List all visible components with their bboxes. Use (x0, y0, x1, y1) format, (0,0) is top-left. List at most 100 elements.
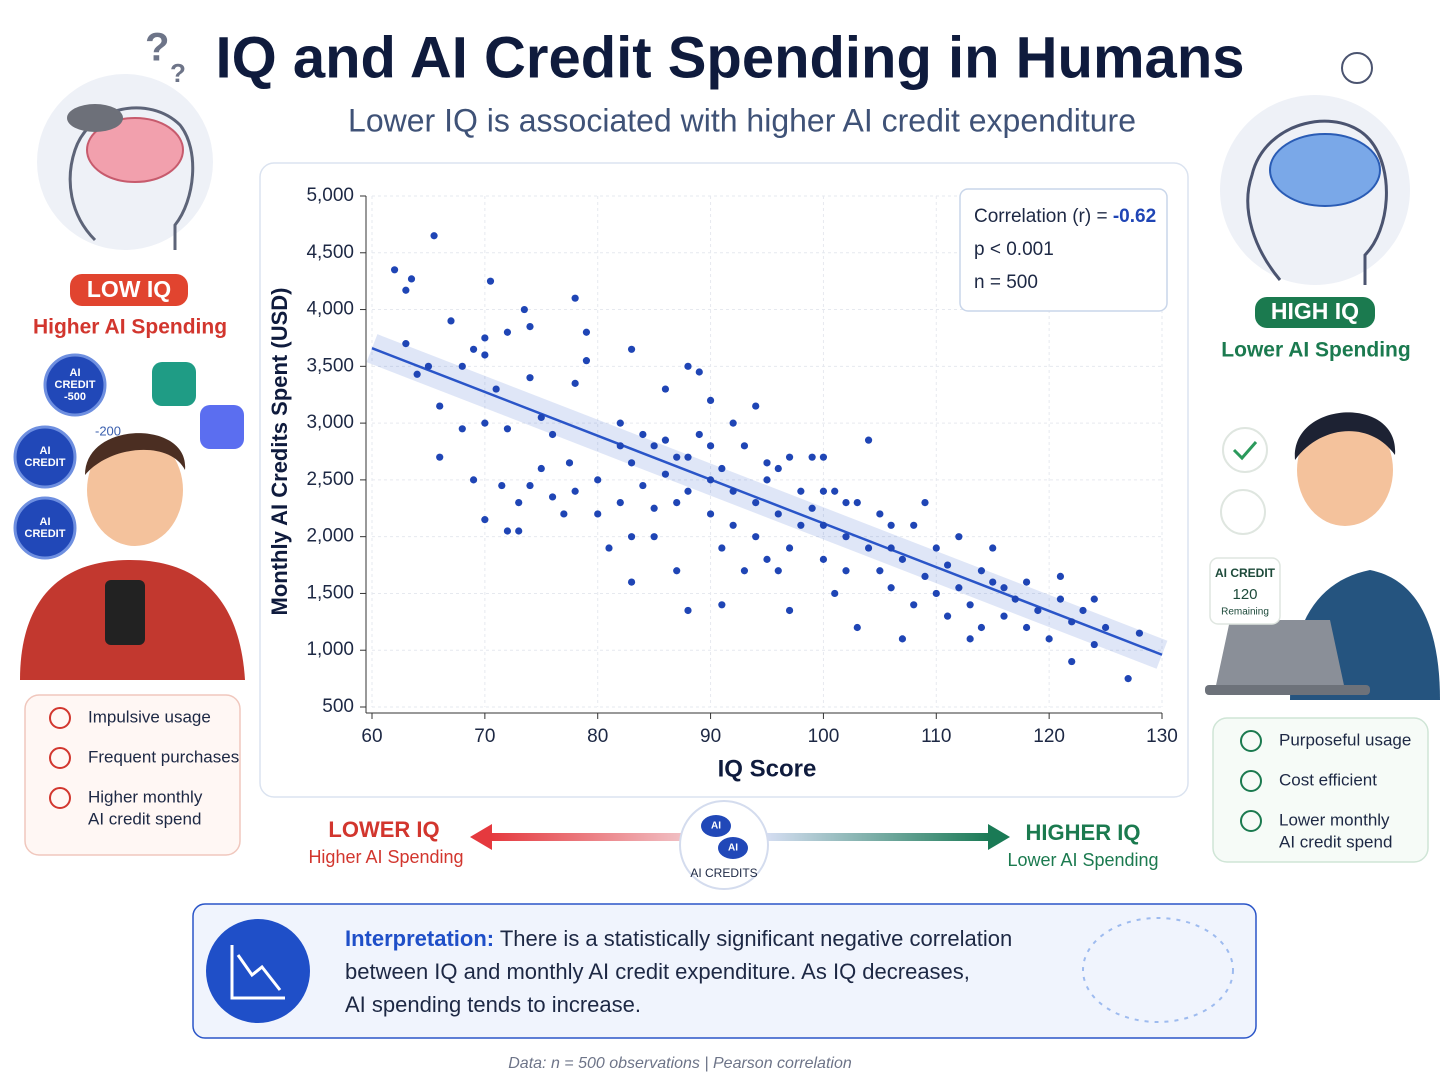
point (842, 533, 850, 541)
point (966, 601, 974, 609)
stats-text: p < 0.001 (974, 239, 1054, 260)
point (661, 470, 670, 478)
coin (13, 496, 77, 560)
point (458, 425, 466, 433)
point (1000, 612, 1008, 620)
coin (43, 353, 107, 417)
point (842, 567, 850, 575)
point (706, 476, 715, 484)
point (887, 544, 895, 552)
point (616, 419, 624, 427)
list-item: Cost efficient (1279, 770, 1377, 789)
coin-text: AI (70, 367, 81, 379)
stats-text: Correlation (r) = -0.62 (974, 206, 1156, 227)
credit-card (1209, 557, 1281, 625)
point (1124, 675, 1132, 683)
point (565, 459, 574, 467)
coin-text: AI (40, 445, 51, 457)
point (752, 499, 760, 507)
point (537, 464, 545, 473)
list-item: Lower monthly (1279, 810, 1390, 829)
point (498, 481, 506, 490)
footer-separator: | (704, 1055, 708, 1072)
interpretation-line: AI spending tends to increase. (345, 992, 641, 1017)
point (763, 476, 771, 484)
scale-title: LOWER IQ (328, 817, 439, 842)
list-icon (49, 747, 71, 769)
interpretation-text: There is a statistically significant neg… (500, 926, 1012, 951)
point (774, 464, 782, 473)
point (616, 442, 624, 450)
point (616, 499, 624, 507)
x-tick-label: 90 (700, 726, 721, 747)
caption: Lower AI Spending (1221, 339, 1410, 362)
person-face (87, 434, 183, 546)
point (515, 527, 523, 535)
point (842, 499, 850, 507)
point (1011, 595, 1019, 603)
stats-label: Correlation (r) = (974, 206, 1108, 227)
point (1101, 623, 1110, 632)
point (898, 555, 907, 563)
point (548, 493, 557, 501)
point (921, 572, 929, 581)
list: Purposeful usage Cost efficient Lower mont… (1240, 730, 1411, 851)
laptop (1215, 620, 1345, 690)
point (481, 516, 489, 524)
point (582, 357, 591, 365)
head-outline (68, 106, 195, 250)
point (424, 362, 433, 370)
point (729, 521, 737, 529)
point (774, 567, 782, 575)
y-tick-label: 3,000 (306, 412, 354, 433)
phone (105, 580, 145, 645)
point (436, 402, 444, 410)
interpretation-line: Interpretation: There is a statistically… (345, 926, 1012, 951)
question-mark: ? (170, 58, 186, 88)
coin-text: AI (40, 516, 51, 528)
point (921, 499, 929, 507)
stats-box (959, 188, 1168, 312)
point (627, 578, 636, 586)
point (582, 328, 591, 336)
point (661, 385, 670, 393)
point (864, 436, 873, 444)
point (673, 453, 681, 461)
point (1056, 595, 1065, 603)
trend-line (371, 346, 1163, 656)
list-icon (1240, 810, 1262, 832)
point (910, 521, 918, 529)
point (650, 504, 658, 512)
point (819, 487, 828, 495)
point (684, 487, 692, 495)
point (763, 459, 771, 467)
footer: Data: n = 500 observations | Pearson cor… (508, 1055, 852, 1072)
caption: Higher AI Spending (33, 316, 227, 339)
point (1056, 572, 1065, 581)
point (977, 567, 986, 575)
y-tick-label: 500 (322, 696, 354, 717)
y-tick-label: 3,500 (306, 355, 354, 376)
x-tick-label: 120 (1033, 726, 1065, 747)
list-item: AI credit spend (88, 809, 201, 828)
point (876, 567, 884, 575)
y-tick-label: 2,000 (306, 526, 354, 547)
point (864, 544, 873, 552)
subtitle: Lower IQ is associated with higher AI cr… (348, 102, 1136, 138)
point (989, 544, 997, 552)
point (627, 533, 636, 541)
point (706, 442, 715, 450)
list-item: Frequent purchases (88, 747, 239, 766)
point (594, 510, 602, 518)
point (1090, 595, 1098, 603)
point (729, 487, 737, 495)
list-item: Higher monthly (88, 787, 203, 806)
person-hair (85, 433, 186, 475)
stats-value: -0.62 (1113, 206, 1156, 227)
point (537, 413, 545, 422)
scale-title: HIGHER IQ (1026, 820, 1141, 845)
list-item: AI credit spend (1279, 832, 1392, 851)
point (695, 430, 703, 439)
point (977, 623, 986, 632)
